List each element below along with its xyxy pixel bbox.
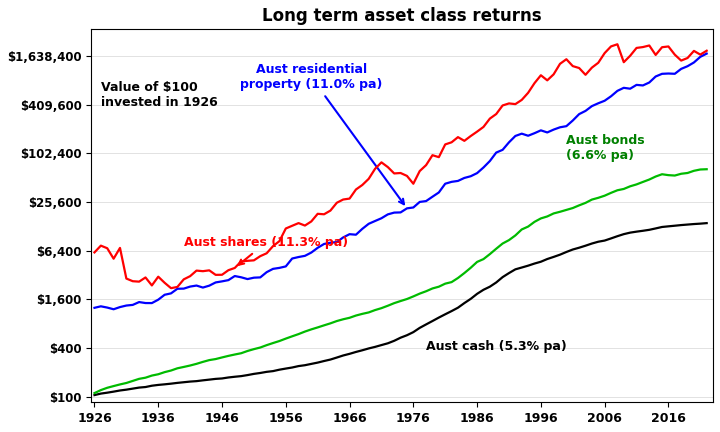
Text: Aust shares (11.3% pa): Aust shares (11.3% pa)	[184, 236, 348, 265]
Text: Aust residential
property (11.0% pa): Aust residential property (11.0% pa)	[240, 63, 404, 204]
Text: Aust cash (5.3% pa): Aust cash (5.3% pa)	[426, 340, 567, 353]
Title: Long term asset class returns: Long term asset class returns	[262, 7, 542, 25]
Text: Aust bonds
(6.6% pa): Aust bonds (6.6% pa)	[567, 133, 645, 162]
Text: Value of $100
invested in 1926: Value of $100 invested in 1926	[101, 81, 217, 109]
